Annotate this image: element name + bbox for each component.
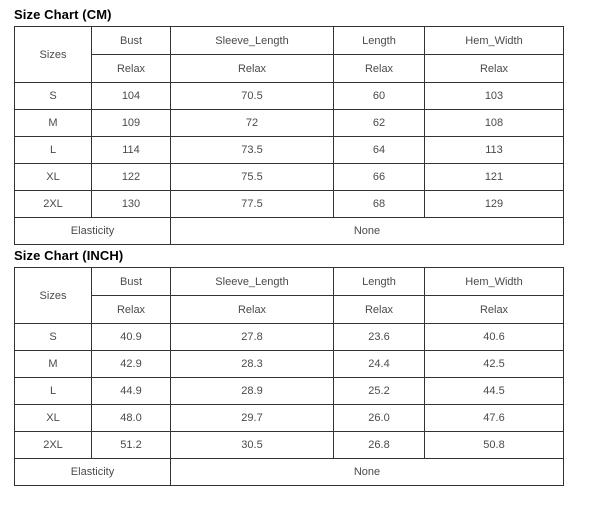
column-header-hem-width: Hem_Width [424,26,564,55]
value-cell: 109 [91,109,171,137]
column-header-sizes: Sizes [14,267,92,324]
value-cell: 42.9 [91,350,171,378]
value-cell: 73.5 [170,136,334,164]
subheader-relax: Relax [170,54,334,83]
value-cell: 103 [424,82,564,110]
subheader-relax: Relax [424,295,564,324]
size-cell: M [14,350,92,378]
subheader-relax: Relax [333,295,425,324]
column-header-bust: Bust [91,267,171,296]
value-cell: 122 [91,163,171,191]
size-cell: 2XL [14,431,92,459]
table-row: S 40.9 27.8 23.6 40.6 [14,323,564,351]
size-cell: XL [14,404,92,432]
table-row: M 109 72 62 108 [14,109,564,137]
header-row: Sizes Bust Sleeve_Length Length Hem_Widt… [14,267,564,324]
value-cell: 25.2 [333,377,425,405]
value-cell: 129 [424,190,564,218]
table-row: S 104 70.5 60 103 [14,82,564,110]
table-row: 2XL 51.2 30.5 26.8 50.8 [14,431,564,459]
value-cell: 44.5 [424,377,564,405]
elasticity-label: Elasticity [14,217,171,245]
size-cell: S [14,82,92,110]
table-row: L 114 73.5 64 113 [14,136,564,164]
elasticity-row: Elasticity None [14,217,564,245]
value-cell: 104 [91,82,171,110]
value-cell: 29.7 [170,404,334,432]
value-cell: 121 [424,163,564,191]
column-header-hem-width: Hem_Width [424,267,564,296]
size-cell: L [14,377,92,405]
value-cell: 24.4 [333,350,425,378]
size-cell: S [14,323,92,351]
subheader-relax: Relax [333,54,425,83]
value-cell: 40.9 [91,323,171,351]
elasticity-label: Elasticity [14,458,171,486]
value-cell: 108 [424,109,564,137]
value-cell: 26.8 [333,431,425,459]
subheader-relax: Relax [170,295,334,324]
value-cell: 28.3 [170,350,334,378]
subheader-row: Relax Relax Relax Relax [15,54,564,83]
column-header-sizes: Sizes [14,26,92,83]
table-row: L 44.9 28.9 25.2 44.5 [14,377,564,405]
size-chart-cm-title: Size Chart (CM) [14,7,112,22]
table-row: 2XL 130 77.5 68 129 [14,190,564,218]
value-cell: 72 [170,109,334,137]
value-cell: 40.6 [424,323,564,351]
elasticity-row: Elasticity None [14,458,564,486]
value-cell: 30.5 [170,431,334,459]
subheader-relax: Relax [91,295,171,324]
value-cell: 60 [333,82,425,110]
value-cell: 26.0 [333,404,425,432]
value-cell: 50.8 [424,431,564,459]
elasticity-value: None [170,458,564,486]
table-row: XL 122 75.5 66 121 [14,163,564,191]
value-cell: 68 [333,190,425,218]
value-cell: 48.0 [91,404,171,432]
size-cell: XL [14,163,92,191]
column-header-length: Length [333,26,425,55]
size-cell: L [14,136,92,164]
value-cell: 28.9 [170,377,334,405]
table-row: XL 48.0 29.7 26.0 47.6 [14,404,564,432]
column-header-length: Length [333,267,425,296]
elasticity-value: None [170,217,564,245]
value-cell: 77.5 [170,190,334,218]
size-chart-table-cm: Sizes Bust Sleeve_Length Length Hem_Widt… [14,26,564,245]
value-cell: 75.5 [170,163,334,191]
value-cell: 27.8 [170,323,334,351]
subheader-row: Relax Relax Relax Relax [15,295,564,324]
value-cell: 23.6 [333,323,425,351]
value-cell: 66 [333,163,425,191]
value-cell: 42.5 [424,350,564,378]
value-cell: 44.9 [91,377,171,405]
value-cell: 130 [91,190,171,218]
value-cell: 113 [424,136,564,164]
size-chart-table-inch: Sizes Bust Sleeve_Length Length Hem_Widt… [14,267,564,486]
column-header-sleeve-length: Sleeve_Length [170,26,334,55]
column-header-bust: Bust [91,26,171,55]
subheader-relax: Relax [424,54,564,83]
subheader-relax: Relax [91,54,171,83]
column-header-sleeve-length: Sleeve_Length [170,267,334,296]
value-cell: 47.6 [424,404,564,432]
size-cell: M [14,109,92,137]
value-cell: 114 [91,136,171,164]
header-row: Sizes Bust Sleeve_Length Length Hem_Widt… [14,26,564,83]
table-row: M 42.9 28.3 24.4 42.5 [14,350,564,378]
value-cell: 70.5 [170,82,334,110]
value-cell: 64 [333,136,425,164]
size-chart-inch-title: Size Chart (INCH) [14,248,124,263]
size-cell: 2XL [14,190,92,218]
value-cell: 62 [333,109,425,137]
value-cell: 51.2 [91,431,171,459]
